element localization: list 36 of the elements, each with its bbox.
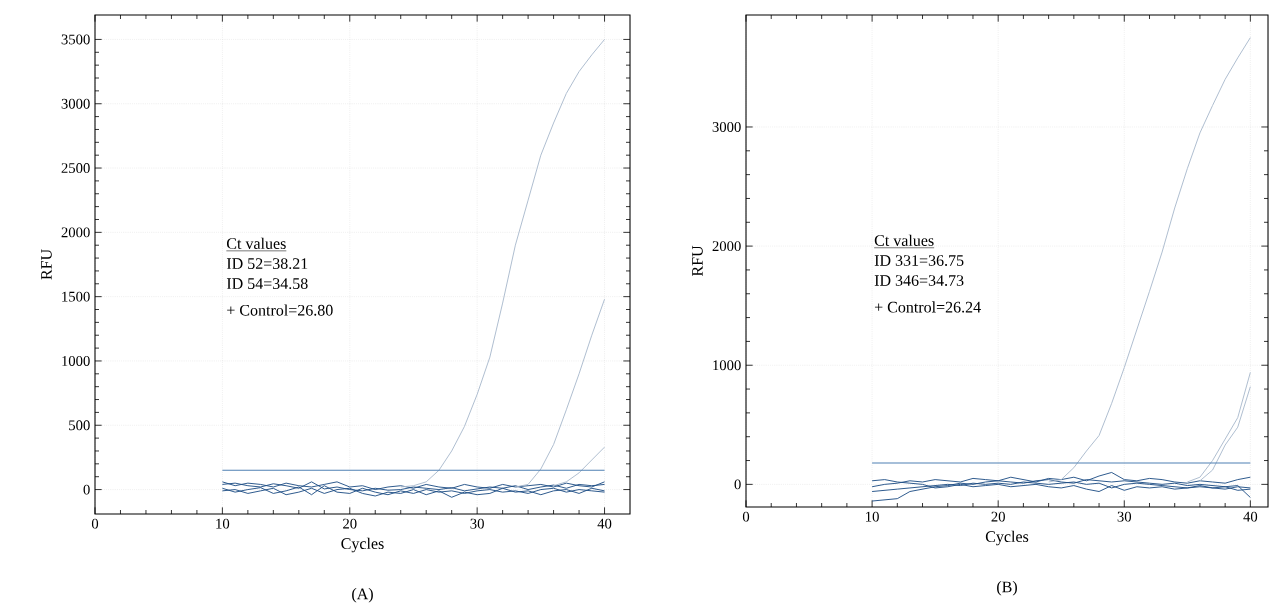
y-tick-label: 3000: [712, 122, 741, 132]
text: (A): [352, 588, 373, 603]
x-tick-label: 40: [1243, 511, 1258, 522]
x-tick-label: 40: [597, 518, 612, 529]
y-tick-label: 1000: [713, 360, 741, 371]
y-tick-label: 1000: [62, 356, 90, 366]
annotation: ID 54=34.58: [226, 278, 308, 290]
x-axis-title: Cycles: [341, 537, 384, 553]
y-tick-label: 2000: [61, 227, 90, 238]
x-tick-label: 10: [216, 518, 230, 529]
y-tick-label: 3500: [61, 34, 90, 45]
y-tick-label: 2000: [712, 241, 741, 252]
annotation: + Control=26.80: [227, 304, 333, 316]
x-tick-label: 10: [866, 511, 879, 522]
annotation: Ct values: [226, 237, 286, 249]
x-tick-label: 30: [470, 518, 484, 529]
y-tick-label: 3000: [61, 98, 90, 109]
y-tick-label: 1500: [62, 291, 90, 302]
annotation: ID 346=34.73: [874, 275, 964, 286]
y-tick-label: 0: [734, 479, 741, 490]
y-tick-label: 500: [69, 420, 90, 431]
annotation: Ct values: [874, 234, 934, 246]
y-tick-label: 2500: [61, 163, 90, 173]
x-tick-label: 0: [91, 518, 99, 529]
y-axis-title: RFU: [41, 249, 52, 280]
x-tick-label: 20: [343, 518, 357, 529]
y-axis-title: RFU: [692, 245, 703, 277]
annotation: + Control=26.24: [874, 301, 981, 313]
annotation: ID 331=36.75: [874, 255, 964, 266]
x-axis-title: Cycles: [985, 530, 1029, 546]
x-tick-label: 30: [1117, 511, 1132, 522]
x-tick-label: 20: [991, 511, 1005, 522]
text: (B): [997, 581, 1017, 596]
annotation: ID 52=38.21: [226, 258, 308, 270]
x-tick-label: 0: [742, 511, 750, 522]
y-tick-label: 0: [83, 484, 90, 495]
